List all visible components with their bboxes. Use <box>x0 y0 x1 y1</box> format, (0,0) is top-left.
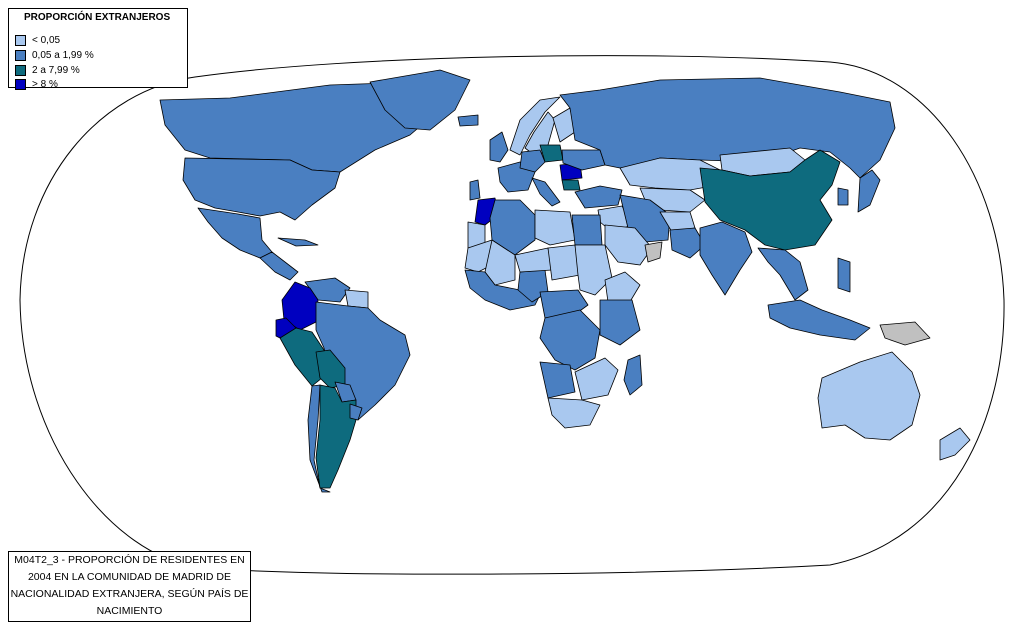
legend-label: < 0,05 <box>32 35 61 46</box>
legend-title: PROPORCIÓN EXTRANJEROS <box>24 12 171 23</box>
region-south-africa <box>547 397 601 429</box>
region-ethiopia <box>604 271 641 306</box>
region-angola <box>539 361 576 399</box>
legend-item: 2 a 7,99 % <box>15 64 80 77</box>
region-cuba <box>277 237 319 247</box>
legend-swatch <box>15 50 26 61</box>
region-sudan <box>574 244 613 296</box>
legend-label: 0,05 a 1,99 % <box>32 50 94 61</box>
region-oman <box>644 241 663 263</box>
region-new-zealand <box>939 427 971 461</box>
region-madagascar <box>623 354 643 396</box>
region-southern-africa <box>574 357 619 401</box>
region-norway <box>509 96 561 156</box>
region-india <box>699 221 753 296</box>
region-ukraine <box>561 149 606 171</box>
legend-item: > 8 % <box>15 78 58 90</box>
region-germany <box>519 149 546 173</box>
region-bulgaria <box>561 179 581 191</box>
legend-swatch <box>15 35 26 46</box>
legend-swatch <box>15 65 26 76</box>
region-portugal <box>469 179 481 201</box>
legend-item: < 0,05 <box>15 34 60 47</box>
region-korea <box>837 187 849 206</box>
region-russia <box>559 77 896 179</box>
legend-swatch <box>15 78 26 90</box>
region-united-states <box>182 157 341 221</box>
region-japan <box>857 169 881 213</box>
region-mali <box>484 239 516 286</box>
region-argentina <box>315 384 357 489</box>
region-uruguay <box>349 403 363 421</box>
region-central-america <box>259 251 299 281</box>
region-iceland <box>457 114 479 127</box>
region-greenland <box>369 69 471 131</box>
region-pakistan <box>669 227 706 259</box>
region-algeria <box>489 199 536 256</box>
legend: PROPORCIÓN EXTRANJEROS < 0,05 0,05 a 1,9… <box>8 8 188 90</box>
legend-label: > 8 % <box>32 78 58 90</box>
region-turkey <box>574 185 623 209</box>
region-italy <box>531 177 561 207</box>
region-australia <box>817 351 921 441</box>
region-congo-dr <box>539 309 601 371</box>
region-philippines <box>837 257 851 293</box>
legend-item: 0,05 a 1,99 % <box>15 49 94 62</box>
region-papua-new-guinea <box>879 321 931 346</box>
region-indonesia <box>767 299 871 341</box>
region-libya <box>534 209 576 246</box>
region-west-africa <box>464 269 541 311</box>
region-east-africa <box>599 299 641 346</box>
region-egypt <box>571 214 603 246</box>
region-china <box>699 149 841 251</box>
legend-label: 2 a 7,99 % <box>32 65 80 76</box>
region-southeast-asia <box>757 247 809 301</box>
region-united-kingdom <box>489 131 509 163</box>
region-chile <box>307 384 331 493</box>
region-guyana <box>344 289 369 309</box>
map-caption: M04T2_3 - PROPORCIÓN DE RESIDENTES EN 20… <box>8 551 251 622</box>
